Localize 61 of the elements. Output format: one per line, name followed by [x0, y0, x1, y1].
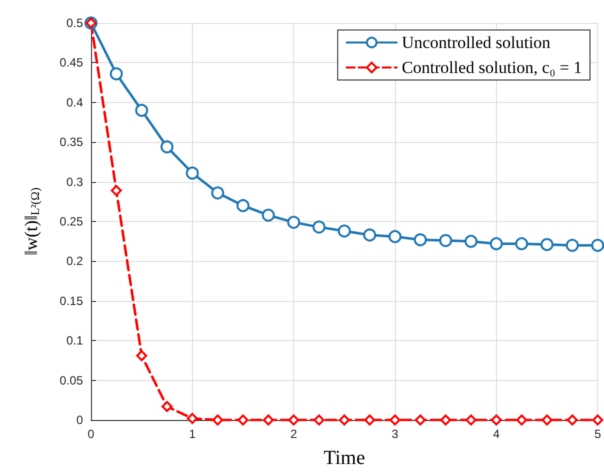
point	[465, 414, 476, 426]
x-tick-label: 4	[492, 427, 500, 441]
x-axis-title: Time	[324, 447, 366, 469]
x-tick-label: 2	[290, 427, 298, 441]
y-tick-label: 0	[76, 413, 84, 427]
point	[110, 67, 123, 80]
point	[162, 401, 172, 412]
point	[566, 238, 579, 252]
point	[490, 237, 503, 250]
y-tick-label: 0.5	[66, 16, 84, 30]
y-tick-label: 0.15	[60, 294, 84, 308]
point	[314, 414, 324, 426]
legend-label: Controlled solution, c₀ = 1	[402, 58, 582, 77]
x-tick-label: 5	[594, 427, 602, 441]
y-tick-label: 0.2	[66, 254, 84, 268]
point	[135, 104, 148, 117]
point	[388, 230, 402, 244]
point	[515, 237, 528, 250]
x-tick-label: 0	[88, 427, 95, 441]
point	[566, 414, 578, 426]
point	[390, 414, 400, 426]
x-tick-label: 3	[392, 427, 399, 441]
point	[110, 185, 122, 196]
legend-label: Uncontrolled solution	[402, 33, 551, 52]
point	[338, 224, 351, 238]
point	[288, 414, 300, 426]
point	[238, 414, 248, 426]
y-tick-label: 0.05	[60, 373, 84, 388]
point	[236, 199, 250, 212]
point	[287, 216, 300, 229]
point	[160, 140, 174, 154]
y-axis-title: ‖w(t)‖L²(Ω)	[21, 188, 42, 256]
point	[186, 412, 198, 424]
y-tick-label: 0.3	[66, 174, 84, 189]
point	[363, 228, 376, 242]
y-tick-label: 0.1	[66, 334, 84, 348]
x-tick-label: 1	[188, 427, 196, 441]
point	[540, 238, 554, 252]
y-tick-label: 0.25	[60, 214, 84, 228]
point	[592, 414, 604, 426]
point	[541, 414, 552, 426]
point	[591, 238, 604, 252]
point	[262, 414, 274, 426]
point	[464, 234, 478, 248]
point	[440, 414, 452, 426]
y-tick-label: 0.4	[66, 95, 84, 110]
point	[364, 414, 376, 426]
y-tick-label: 0.35	[60, 135, 84, 150]
point	[312, 220, 326, 234]
point	[490, 414, 502, 426]
point	[136, 350, 148, 362]
point	[516, 414, 528, 426]
y-tick-label: 0.45	[60, 56, 84, 70]
point	[439, 234, 452, 248]
point	[338, 414, 350, 426]
point	[211, 186, 224, 200]
point	[212, 414, 224, 426]
point	[186, 166, 199, 180]
point	[414, 414, 426, 426]
point	[262, 208, 275, 222]
point	[414, 233, 427, 246]
